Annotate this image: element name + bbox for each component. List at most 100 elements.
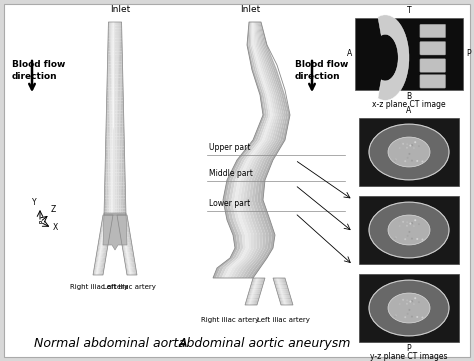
Polygon shape — [113, 22, 114, 25]
Polygon shape — [121, 140, 123, 143]
Polygon shape — [123, 160, 125, 163]
Polygon shape — [285, 293, 287, 295]
Polygon shape — [283, 95, 290, 115]
Polygon shape — [99, 270, 100, 273]
Polygon shape — [279, 288, 281, 290]
Polygon shape — [124, 179, 125, 182]
Polygon shape — [115, 123, 117, 127]
Polygon shape — [109, 22, 110, 25]
Polygon shape — [248, 220, 257, 235]
Polygon shape — [229, 258, 243, 268]
Polygon shape — [118, 123, 119, 127]
Polygon shape — [281, 291, 283, 293]
Circle shape — [399, 142, 401, 144]
Polygon shape — [242, 140, 260, 160]
Polygon shape — [128, 230, 130, 232]
Polygon shape — [128, 227, 129, 230]
Polygon shape — [106, 205, 108, 208]
Polygon shape — [119, 225, 121, 227]
Polygon shape — [125, 215, 126, 217]
Polygon shape — [122, 114, 124, 117]
Polygon shape — [130, 250, 132, 252]
Polygon shape — [103, 245, 105, 248]
Polygon shape — [213, 268, 220, 278]
Polygon shape — [115, 140, 117, 143]
Polygon shape — [118, 133, 119, 136]
Polygon shape — [262, 95, 267, 115]
Polygon shape — [259, 282, 261, 284]
Polygon shape — [125, 250, 126, 252]
Polygon shape — [284, 295, 286, 297]
Polygon shape — [120, 232, 121, 235]
Polygon shape — [107, 149, 109, 153]
Polygon shape — [107, 87, 108, 91]
Polygon shape — [276, 284, 277, 286]
Polygon shape — [255, 297, 256, 299]
Polygon shape — [273, 95, 278, 115]
Polygon shape — [269, 95, 274, 115]
Polygon shape — [128, 240, 130, 243]
Polygon shape — [245, 268, 254, 278]
Polygon shape — [113, 179, 115, 182]
Polygon shape — [119, 74, 120, 78]
Polygon shape — [260, 286, 262, 288]
Polygon shape — [282, 297, 283, 299]
Polygon shape — [106, 117, 108, 120]
Polygon shape — [108, 232, 109, 235]
Polygon shape — [129, 245, 131, 248]
Polygon shape — [284, 299, 286, 301]
Polygon shape — [120, 91, 122, 94]
Polygon shape — [109, 227, 111, 230]
Polygon shape — [282, 293, 283, 295]
Polygon shape — [116, 81, 118, 84]
Polygon shape — [111, 25, 113, 29]
Polygon shape — [254, 284, 255, 286]
Polygon shape — [280, 295, 282, 297]
Polygon shape — [120, 100, 122, 104]
Polygon shape — [100, 230, 101, 232]
Polygon shape — [238, 160, 250, 180]
Polygon shape — [109, 32, 110, 35]
Polygon shape — [129, 232, 130, 235]
Polygon shape — [286, 295, 288, 297]
Polygon shape — [290, 303, 291, 305]
Polygon shape — [128, 257, 129, 260]
Polygon shape — [253, 293, 255, 295]
Polygon shape — [264, 115, 274, 140]
Polygon shape — [287, 290, 289, 291]
Polygon shape — [112, 156, 113, 160]
Polygon shape — [280, 95, 286, 115]
Polygon shape — [124, 257, 125, 260]
Polygon shape — [281, 293, 282, 295]
Polygon shape — [255, 22, 258, 45]
Polygon shape — [273, 115, 283, 140]
Polygon shape — [120, 81, 122, 84]
Polygon shape — [256, 299, 258, 301]
Polygon shape — [252, 220, 260, 235]
Polygon shape — [255, 297, 257, 299]
Polygon shape — [114, 81, 115, 84]
Polygon shape — [255, 180, 260, 200]
Polygon shape — [287, 293, 288, 295]
Polygon shape — [119, 110, 121, 114]
Polygon shape — [243, 160, 255, 180]
Polygon shape — [112, 153, 113, 156]
Polygon shape — [129, 250, 131, 252]
Polygon shape — [108, 123, 109, 127]
Polygon shape — [109, 42, 110, 45]
Polygon shape — [125, 265, 127, 268]
Polygon shape — [115, 42, 116, 45]
Polygon shape — [120, 220, 122, 222]
Polygon shape — [246, 299, 248, 301]
Polygon shape — [265, 235, 269, 248]
Polygon shape — [119, 107, 121, 110]
Polygon shape — [283, 290, 284, 291]
Polygon shape — [115, 65, 116, 68]
Circle shape — [394, 316, 396, 317]
Polygon shape — [103, 240, 105, 243]
Polygon shape — [104, 260, 106, 262]
Polygon shape — [123, 133, 124, 136]
Polygon shape — [121, 32, 122, 35]
Polygon shape — [110, 35, 111, 38]
Polygon shape — [121, 65, 123, 68]
